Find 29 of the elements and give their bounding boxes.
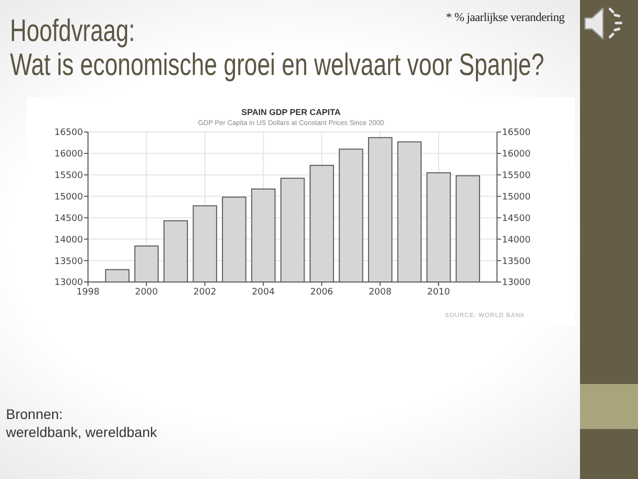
x-tick-label: 2008	[368, 287, 392, 298]
x-tick-label: 2010	[427, 287, 450, 298]
y2-tick-label: 16000	[502, 150, 531, 160]
y-tick-label: 14000	[54, 235, 84, 246]
y-tick-label: 13500	[54, 256, 84, 267]
text: wereldbank, wereldbank	[6, 424, 157, 441]
y2-tick-label: 16500	[502, 128, 531, 138]
y2-tick-label: 14500	[502, 214, 531, 224]
x-tick-label: 2006	[310, 287, 334, 298]
y-tick-label: 15000	[54, 192, 84, 202]
text: Bronnen:	[6, 406, 63, 423]
y-tick-label: 15500	[54, 171, 84, 182]
x-tick-label: 2000	[134, 287, 158, 298]
y-tick-label: 16000	[54, 150, 84, 160]
text: Wat is economische groei en welvaart voor Spanje?	[10, 47, 544, 82]
y2-tick-label: 15000	[502, 192, 531, 202]
x-tick-label: 1998	[76, 287, 100, 298]
y2-tick-label: 14000	[502, 235, 531, 246]
x-tick-label: 2002	[193, 287, 216, 298]
chart-title: SPAIN GDP PER CAPITA	[241, 107, 341, 117]
text: Hoofdvraag:	[10, 13, 135, 48]
x-tick-label: 2004	[252, 287, 276, 298]
y2-tick-label: 13500	[502, 256, 531, 267]
text: * % jaarlijkse verandering	[446, 10, 564, 24]
y2-tick-label: 13000	[502, 278, 531, 288]
y2-tick-label: 15500	[502, 171, 531, 182]
y-tick-label: 14500	[54, 214, 84, 224]
y-tick-label: 13000	[54, 278, 84, 288]
y-tick-label: 16500	[54, 128, 84, 138]
